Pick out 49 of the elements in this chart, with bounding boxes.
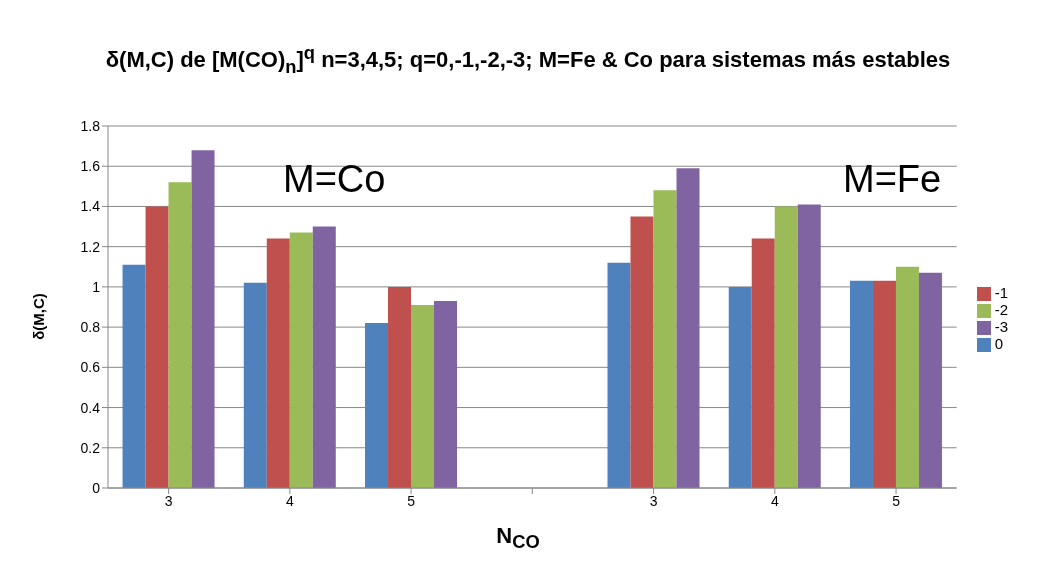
y-tick-label: 0.4 (80, 399, 101, 416)
x-tick-label: 3 (649, 492, 658, 509)
bar (312, 226, 336, 488)
y-tick-label: 1.2 (80, 238, 101, 255)
y-tick-label: 0.8 (80, 319, 101, 336)
legend-label: 0 (994, 335, 1003, 353)
bar (895, 266, 919, 488)
bar (774, 206, 798, 488)
x-tick-label: 3 (164, 492, 173, 509)
bar (630, 216, 654, 488)
x-tick-label: 4 (285, 492, 294, 509)
legend-label: -1 (994, 283, 1008, 301)
x-tick-label: 5 (892, 492, 901, 509)
bar (145, 206, 169, 488)
y-tick-label: 0.2 (80, 439, 101, 456)
bar (751, 238, 775, 488)
chart-title: δ(M,C) de [M(CO)$_{n}$]$^{q}$ n=3,4,5; q=0,-1,-2,-3; M=Fe & Co para sistemas más estables (104, 41, 952, 79)
y-tick-label: 1.6 (80, 158, 101, 175)
legend-label: -2 (994, 300, 1008, 318)
y-tick-label: 1 (92, 278, 101, 295)
bar (243, 282, 267, 488)
bar (388, 286, 412, 488)
y-tick-label: 1.8 (80, 117, 101, 134)
legend-label: -3 (994, 318, 1008, 335)
x-axis-title: N$_{CO}$ (495, 523, 541, 554)
bar (607, 262, 631, 488)
y-tick-label: 0 (92, 479, 101, 496)
x-tick-label: 5 (407, 492, 416, 509)
x-tick-label: 4 (770, 492, 779, 509)
bar (365, 323, 389, 488)
bar (434, 300, 458, 488)
bar (289, 232, 313, 488)
bar (411, 304, 435, 488)
y-tick-label: 1.4 (80, 198, 101, 215)
bar (918, 272, 942, 488)
bar (653, 190, 677, 488)
bar (266, 238, 290, 488)
bar (191, 150, 215, 488)
bar (676, 168, 700, 488)
bar (849, 280, 873, 488)
y-tick-label: 0.6 (80, 359, 101, 376)
annotation: M=Fe (843, 158, 942, 201)
y-axis-title: δ(M,C) (29, 292, 47, 342)
bar (872, 280, 896, 488)
bar (168, 182, 192, 488)
bar (122, 264, 146, 488)
bar (728, 286, 752, 488)
annotation: M=Co (283, 158, 386, 201)
bar (797, 204, 821, 488)
